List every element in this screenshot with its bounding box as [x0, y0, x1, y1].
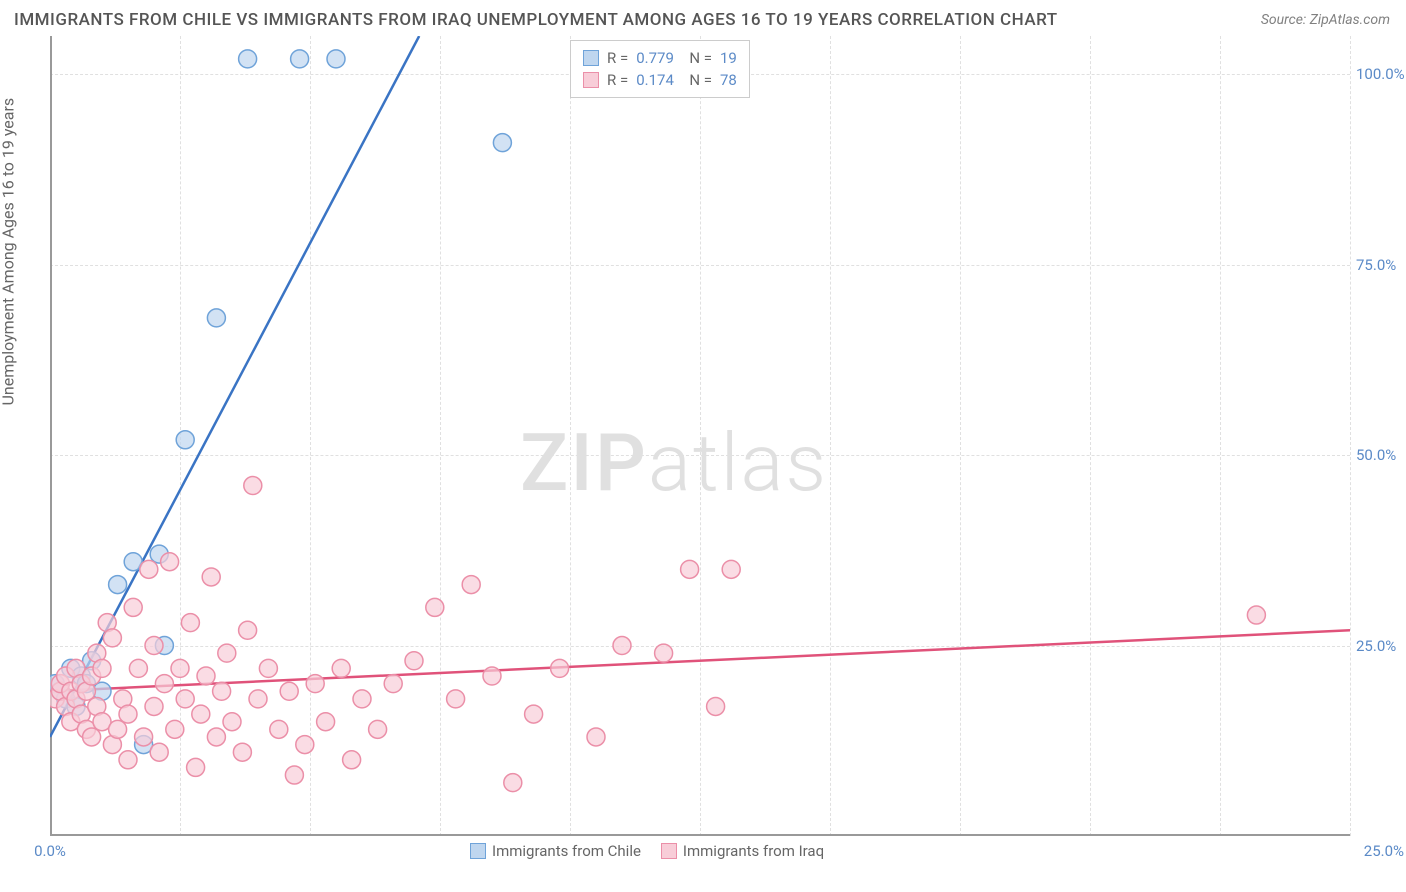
legend-label: Immigrants from Chile: [492, 842, 641, 860]
data-point: [525, 705, 543, 723]
data-point: [317, 713, 335, 731]
data-point: [155, 675, 173, 693]
data-point: [353, 690, 371, 708]
data-point: [483, 667, 501, 685]
bottom-legend-item: Immigrants from Chile: [470, 842, 641, 860]
data-point: [140, 560, 158, 578]
legend-n-label: N =: [682, 69, 712, 91]
data-point: [613, 637, 631, 655]
data-point: [332, 659, 350, 677]
data-point: [327, 50, 345, 68]
data-point: [462, 576, 480, 594]
data-point: [405, 652, 423, 670]
legend-r-value: 0.174: [636, 69, 674, 91]
y-tick-label: 50.0%: [1356, 446, 1406, 464]
legend-swatch: [470, 843, 486, 859]
data-point: [109, 720, 127, 738]
data-point: [176, 431, 194, 449]
data-point: [655, 644, 673, 662]
data-point: [493, 134, 511, 152]
data-point: [197, 667, 215, 685]
gridline-v: [1350, 36, 1351, 836]
stats-legend-row: R = 0.174 N = 78: [583, 69, 737, 91]
data-point: [233, 743, 251, 761]
data-point: [119, 751, 137, 769]
legend-swatch: [583, 72, 599, 88]
data-point: [161, 553, 179, 571]
data-point: [150, 743, 168, 761]
bottom-legend: Immigrants from Chile Immigrants from Ira…: [470, 842, 824, 860]
data-point: [1247, 606, 1265, 624]
data-point: [109, 576, 127, 594]
data-point: [135, 728, 153, 746]
data-point: [207, 728, 225, 746]
legend-swatch: [583, 50, 599, 66]
data-point: [504, 774, 522, 792]
data-point: [426, 598, 444, 616]
data-point: [202, 568, 220, 586]
data-point: [166, 720, 184, 738]
y-tick-label: 75.0%: [1356, 256, 1406, 274]
legend-r-value: 0.779: [636, 47, 674, 69]
data-point: [218, 644, 236, 662]
data-point: [244, 477, 262, 495]
y-tick-label: 100.0%: [1356, 65, 1406, 83]
data-point: [171, 659, 189, 677]
data-point: [369, 720, 387, 738]
data-point: [722, 560, 740, 578]
data-point: [270, 720, 288, 738]
data-point: [239, 50, 257, 68]
data-point: [187, 758, 205, 776]
data-point: [213, 682, 231, 700]
y-tick-label: 25.0%: [1356, 637, 1406, 655]
legend-r-label: R =: [607, 69, 628, 91]
data-point: [207, 309, 225, 327]
bottom-legend-item: Immigrants from Iraq: [661, 842, 824, 860]
data-point: [192, 705, 210, 723]
data-point: [223, 713, 241, 731]
data-point: [176, 690, 194, 708]
data-point: [145, 697, 163, 715]
data-point: [551, 659, 569, 677]
data-point: [119, 705, 137, 723]
data-point: [384, 675, 402, 693]
data-point: [124, 598, 142, 616]
data-point: [285, 766, 303, 784]
legend-n-value: 78: [720, 69, 737, 91]
data-point: [681, 560, 699, 578]
data-point: [280, 682, 298, 700]
data-point: [343, 751, 361, 769]
stats-legend-row: R = 0.779 N = 19: [583, 47, 737, 69]
data-point: [306, 675, 324, 693]
data-point: [93, 659, 111, 677]
legend-n-label: N =: [682, 47, 712, 69]
stats-legend: R = 0.779 N = 19R = 0.174 N = 78: [570, 40, 750, 98]
data-point: [83, 728, 101, 746]
data-point: [296, 736, 314, 754]
data-point: [587, 728, 605, 746]
legend-label: Immigrants from Iraq: [683, 842, 824, 860]
y-axis-label: Unemployment Among Ages 16 to 19 years: [0, 98, 18, 406]
data-point: [239, 621, 257, 639]
source-attribution: Source: ZipAtlas.com: [1261, 12, 1390, 28]
data-point: [129, 659, 147, 677]
plot-area: ZIPatlas 25.0%50.0%75.0%100.0% 0.0% 25.0…: [50, 36, 1350, 836]
data-point: [447, 690, 465, 708]
data-point: [103, 629, 121, 647]
data-point: [707, 697, 725, 715]
legend-n-value: 19: [720, 47, 737, 69]
x-origin-label: 0.0%: [34, 842, 66, 860]
data-point: [181, 614, 199, 632]
chart-title: IMMIGRANTS FROM CHILE VS IMMIGRANTS FROM…: [14, 10, 1058, 30]
legend-r-label: R =: [607, 47, 628, 69]
data-point: [249, 690, 267, 708]
data-point: [291, 50, 309, 68]
legend-swatch: [661, 843, 677, 859]
scatter-svg: [50, 36, 1350, 836]
data-point: [145, 637, 163, 655]
x-max-label: 25.0%: [1364, 842, 1404, 860]
data-point: [259, 659, 277, 677]
